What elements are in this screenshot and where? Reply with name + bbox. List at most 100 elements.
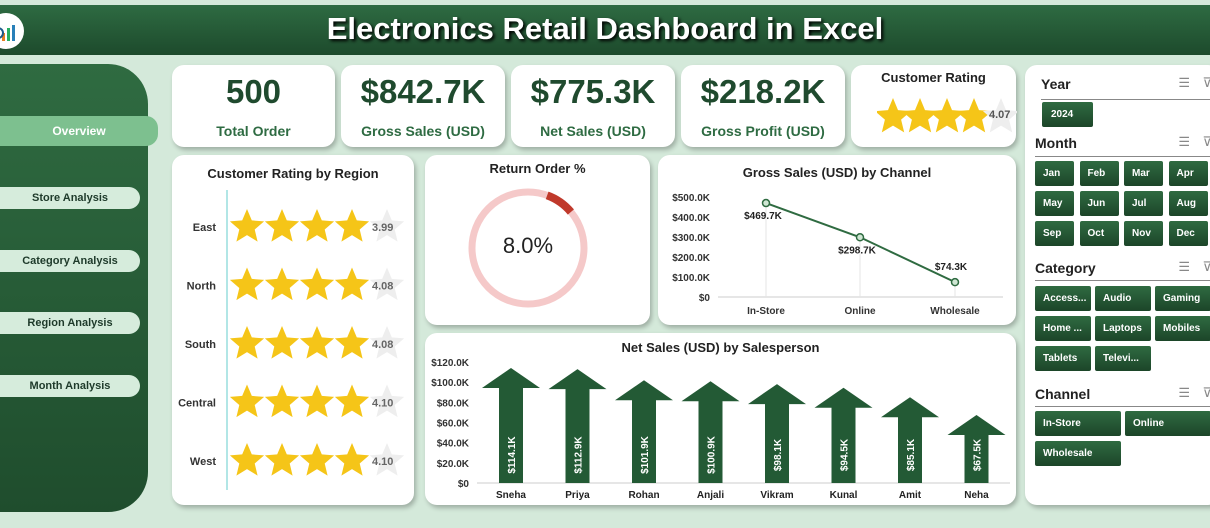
nav-category-analysis[interactable]: Category Analysis [0, 250, 140, 272]
y-tick-label: $200.0K [672, 253, 711, 264]
star-filled-icon [334, 267, 370, 301]
slicer-month-item[interactable]: Jul [1124, 191, 1163, 216]
multi-select-icon[interactable]: ☰ [1178, 385, 1190, 400]
slicer-channel-item[interactable]: In-Store [1035, 411, 1121, 436]
data-label: $94.5K [840, 438, 851, 471]
nav-month-analysis[interactable]: Month Analysis [0, 375, 140, 397]
star-empty-icon [369, 384, 405, 418]
y-tick-label: $100.0K [672, 273, 711, 284]
slicer-channel-item[interactable]: Wholesale [1035, 441, 1121, 466]
x-tick-label: Sneha [496, 490, 526, 501]
multi-select-icon[interactable]: ☰ [1178, 75, 1190, 90]
y-tick-label: $500.0K [672, 193, 711, 204]
data-point [761, 198, 771, 208]
x-tick-label: Neha [964, 490, 989, 501]
slicer-month-item[interactable]: Jun [1079, 191, 1119, 216]
slicer-month-item[interactable]: Sep [1035, 221, 1074, 246]
chart-gross-sales-channel: Gross Sales (USD) by Channel $0 $100.0K $2… [658, 155, 1016, 325]
kpi-label: Customer Rating [881, 70, 986, 85]
nav-region-analysis[interactable]: Region Analysis [0, 312, 140, 334]
arrow-bar [881, 397, 939, 483]
slicer-category-item[interactable]: Tablets [1035, 346, 1091, 371]
slicer-category-item[interactable]: Mobiles [1155, 316, 1210, 341]
star-filled-icon [955, 98, 993, 133]
star-filled-icon [229, 443, 265, 476]
clear-filter-icon[interactable]: ⊽ [1202, 75, 1210, 90]
y-tick-label: $300.0K [672, 233, 711, 244]
star-filled-icon [264, 384, 300, 418]
slicer-panel: Year ☰ ⊽ 2024 Month ☰ ⊽ Jan Feb Mar Apr May J… [1025, 65, 1210, 505]
slicer-category-item[interactable]: Gaming [1155, 286, 1210, 311]
slicer-month-item[interactable]: Aug [1168, 191, 1208, 216]
data-label: $114.1K [507, 436, 518, 474]
clear-filter-icon[interactable]: ⊽ [1202, 385, 1210, 400]
kpi-customer-rating: Customer Rating 4.07 [851, 65, 1017, 147]
chart-title: Net Sales (USD) by Salesperson [621, 340, 820, 355]
star-filled-icon [299, 443, 335, 476]
slicer-channel-item[interactable]: Online [1125, 411, 1210, 436]
data-label: $98.1K [773, 438, 784, 471]
data-label: 4.10 [372, 398, 393, 410]
clear-filter-icon[interactable]: ⊽ [1202, 259, 1210, 274]
star-filled-icon [334, 443, 370, 476]
data-point [950, 277, 960, 287]
slicer-year-2024[interactable]: 2024 [1042, 102, 1093, 127]
arrow-bar [748, 384, 806, 483]
multi-select-icon[interactable]: ☰ [1178, 134, 1190, 149]
region-rating-plot: East 3.99 North 4.08 South 4.08 Central 4.10 Wes… [178, 190, 405, 490]
x-tick-label: Priya [565, 490, 590, 501]
star-empty-icon [982, 98, 1017, 133]
chart-return-order: Return Order % 8.0% [425, 155, 650, 325]
star-filled-icon [299, 209, 335, 242]
chart-rating-by-region: Customer Rating by Region East 3.99 North 4… [172, 155, 414, 505]
data-label: 4.10 [372, 456, 393, 468]
data-point [855, 233, 865, 242]
kpi-gross-profit: $218.2K Gross Profit (USD) [681, 65, 845, 147]
slicer-category-item[interactable]: Audio [1095, 286, 1151, 311]
star-empty-icon [369, 443, 405, 476]
x-tick-label: Online [844, 306, 876, 317]
gauge-fill [545, 191, 574, 215]
nav-overview[interactable]: Overview [0, 116, 158, 146]
slicer-month-item[interactable]: May [1035, 191, 1074, 216]
rating-stars [877, 98, 1017, 133]
x-tick-label: Vikram [760, 490, 793, 501]
star-filled-icon [928, 98, 966, 133]
arrow-bar [947, 414, 1006, 483]
slicer-month-item[interactable]: Mar [1124, 161, 1163, 186]
data-label: $112.9K [574, 436, 585, 474]
data-label: $298.7K [838, 245, 877, 256]
slicer-month-item[interactable]: Jan [1035, 161, 1074, 186]
return-value: 8.0% [502, 233, 554, 258]
slicer-month-item[interactable]: Dec [1168, 221, 1208, 246]
chart-title: Customer Rating by Region [207, 166, 379, 181]
return-gauge [468, 188, 588, 308]
slicer-month-item[interactable]: Oct [1079, 221, 1119, 246]
data-label: $101.9K [640, 435, 651, 474]
star-filled-icon [334, 326, 370, 359]
slicer-month-item[interactable]: Apr [1168, 161, 1208, 186]
kpi-label: Gross Profit (USD) [701, 123, 825, 139]
slicer-month-item[interactable]: Feb [1079, 161, 1119, 186]
star-filled-icon [334, 384, 370, 418]
y-tick-label: $20.0K [437, 459, 470, 470]
x-tick-label: Kunal [830, 490, 858, 501]
slicer-category-item[interactable]: Televi... [1095, 346, 1151, 371]
slicer-month-item[interactable]: Nov [1124, 221, 1163, 246]
nav-store-analysis[interactable]: Store Analysis [0, 187, 140, 209]
data-label: 3.99 [372, 222, 393, 234]
header-bar: Electronics Retail Dashboard in Excel [0, 5, 1210, 55]
slicer-category-item[interactable]: Laptops [1095, 316, 1151, 341]
data-label: $67.5K [973, 438, 984, 471]
slicer-category-item[interactable]: Home ... [1035, 316, 1091, 341]
kpi-label: Net Sales (USD) [540, 123, 646, 139]
multi-select-icon[interactable]: ☰ [1178, 259, 1190, 274]
star-filled-icon [901, 98, 939, 133]
clear-filter-icon[interactable]: ⊽ [1202, 134, 1210, 149]
y-tick-label: $400.0K [672, 213, 711, 224]
logo [0, 13, 24, 49]
category-label: South [185, 339, 216, 351]
salesperson-bar-plot: $0 $20.0K $40.0K $60.0K $80.0K $100.0K $120.0K… [431, 358, 1010, 501]
star-filled-icon [229, 267, 265, 301]
slicer-category-item[interactable]: Access... [1035, 286, 1091, 311]
